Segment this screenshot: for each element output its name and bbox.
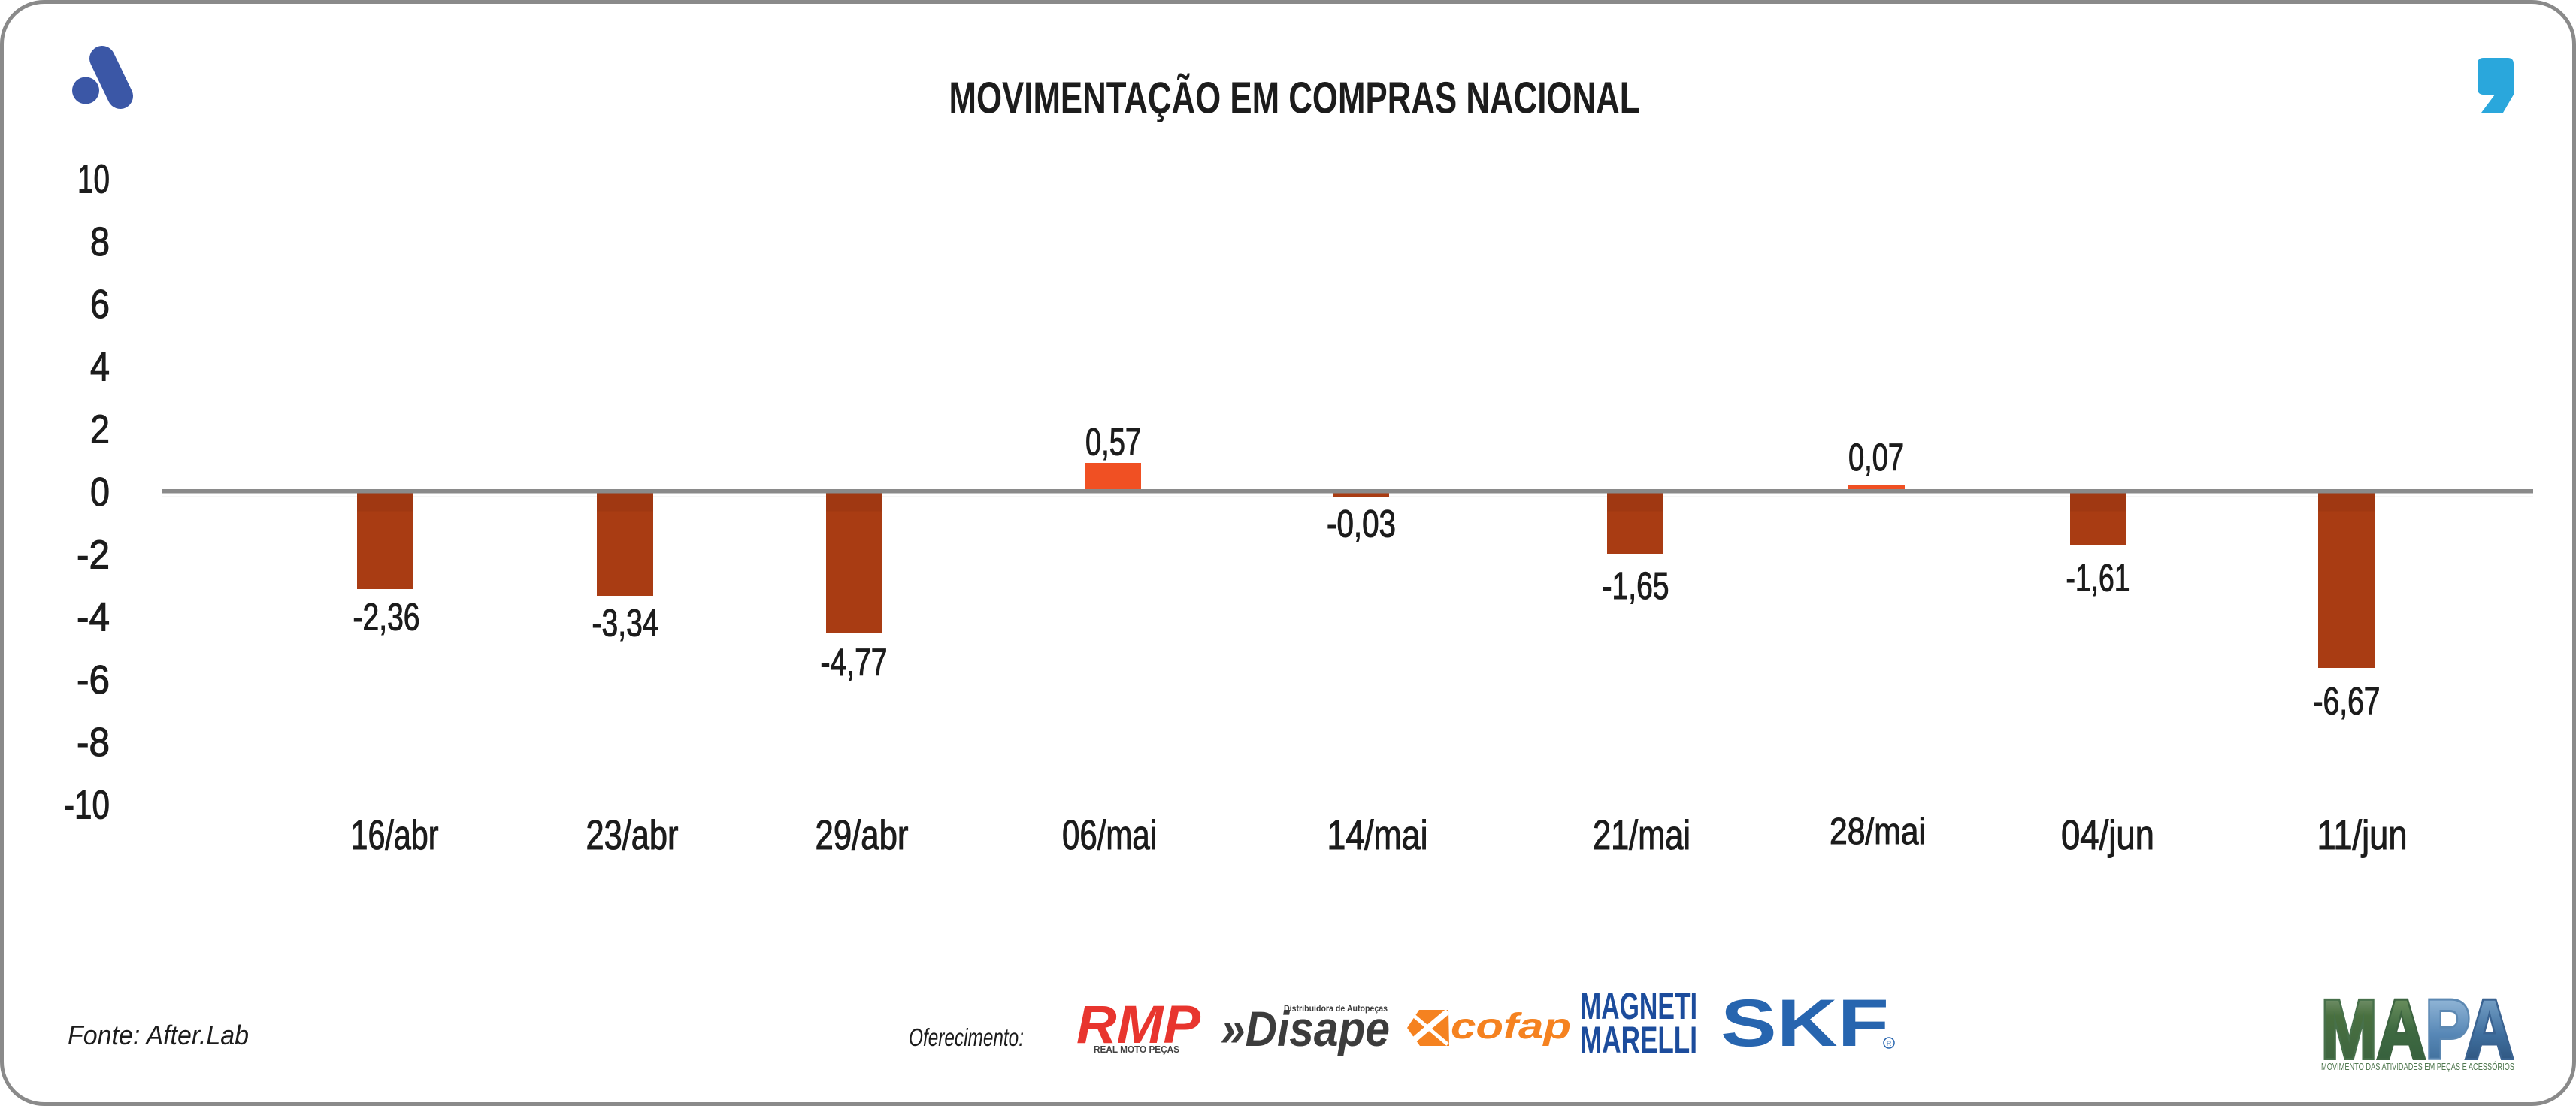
svg-text:-0,03: -0,03 [1327, 503, 1396, 545]
svg-text:21/mai: 21/mai [1593, 811, 1691, 858]
svg-text:cofap: cofap [1451, 1007, 1571, 1047]
svg-text:-4: -4 [77, 595, 110, 640]
svg-text:10: 10 [77, 157, 110, 202]
svg-text:4: 4 [90, 344, 110, 389]
svg-text:MOVIMENTO DAS ATIVIDADES EM PE: MOVIMENTO DAS ATIVIDADES EM PEÇAS E ACES… [2321, 1061, 2514, 1072]
svg-text:»Disape: »Disape [1221, 1001, 1390, 1056]
svg-text:R: R [1887, 1040, 1892, 1047]
svg-text:29/abr: 29/abr [816, 811, 909, 858]
svg-text:6: 6 [90, 282, 110, 327]
svg-text:-1,61: -1,61 [2066, 557, 2130, 600]
svg-text:2: 2 [90, 407, 110, 452]
svg-text:-2,36: -2,36 [353, 596, 420, 639]
svg-text:MAPA: MAPA [2321, 984, 2514, 1076]
svg-text:SKF: SKF [1721, 985, 1889, 1060]
svg-text:-4,77: -4,77 [821, 641, 888, 684]
svg-text:MARELLI: MARELLI [1580, 1019, 1697, 1061]
svg-text:RMP: RMP [1076, 996, 1201, 1055]
svg-text:-6: -6 [77, 657, 110, 703]
svg-text:0,07: 0,07 [1848, 436, 1904, 479]
svg-text:23/abr: 23/abr [586, 811, 679, 858]
svg-text:-6,67: -6,67 [2314, 680, 2381, 723]
svg-text:-3,34: -3,34 [592, 602, 659, 645]
svg-text:0,57: 0,57 [1085, 421, 1141, 464]
svg-text:06/mai: 06/mai [1062, 811, 1157, 858]
svg-text:8: 8 [90, 219, 110, 264]
svg-text:-8: -8 [77, 720, 110, 765]
svg-text:Oferecimento:: Oferecimento: [909, 1023, 1024, 1051]
svg-text:MOVIMENTAÇÃO EM COMPRAS NACION: MOVIMENTAÇÃO EM COMPRAS NACIONAL [949, 74, 1640, 123]
svg-text:28/mai: 28/mai [1830, 811, 1926, 852]
svg-text:Fonte: After.Lab: Fonte: After.Lab [68, 1020, 249, 1050]
svg-text:-1,65: -1,65 [1603, 564, 1669, 607]
svg-text:16/abr: 16/abr [351, 811, 439, 858]
svg-text:-2: -2 [77, 532, 110, 577]
svg-text:11/jun: 11/jun [2317, 811, 2408, 858]
svg-text:REAL MOTO PEÇAS: REAL MOTO PEÇAS [1094, 1044, 1179, 1055]
svg-text:Distribuidora de Autopeças: Distribuidora de Autopeças [1284, 1003, 1388, 1014]
svg-text:MAGNETI: MAGNETI [1580, 985, 1697, 1027]
svg-text:14/mai: 14/mai [1327, 811, 1428, 858]
svg-text:0: 0 [90, 470, 110, 515]
svg-text:04/jun: 04/jun [2061, 811, 2154, 858]
svg-text:-10: -10 [64, 783, 110, 828]
